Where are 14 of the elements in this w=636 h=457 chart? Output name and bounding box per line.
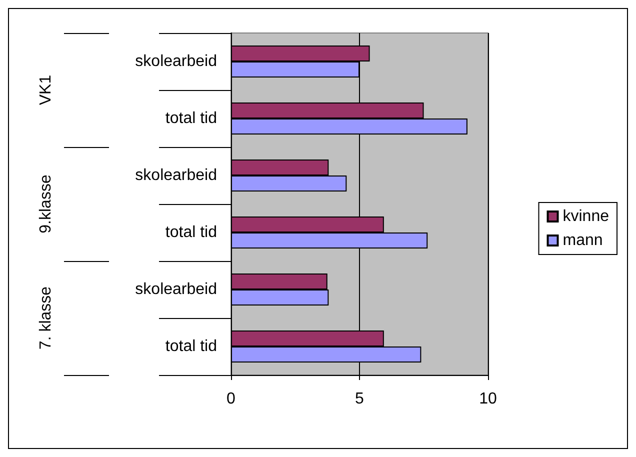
legend-label: mann bbox=[562, 232, 603, 249]
y-tick-label: total tid bbox=[165, 110, 217, 127]
text: VK1 bbox=[38, 74, 54, 106]
y-tick-label: skolearbeid bbox=[135, 53, 217, 70]
x-tick-label: 0 bbox=[226, 390, 236, 408]
y-tick-label: total tid bbox=[165, 224, 217, 241]
x-tick-label: 10 bbox=[479, 390, 497, 408]
y-tick-label: total tid bbox=[165, 338, 217, 355]
y-tick-label: skolearbeid bbox=[135, 167, 217, 184]
y-tick-label: skolearbeid bbox=[135, 281, 217, 298]
text: 9.klasse bbox=[38, 174, 54, 234]
text: 7. klasse bbox=[38, 286, 54, 350]
x-tick-label: 5 bbox=[355, 390, 364, 408]
legend-label: kvinne bbox=[562, 208, 610, 225]
